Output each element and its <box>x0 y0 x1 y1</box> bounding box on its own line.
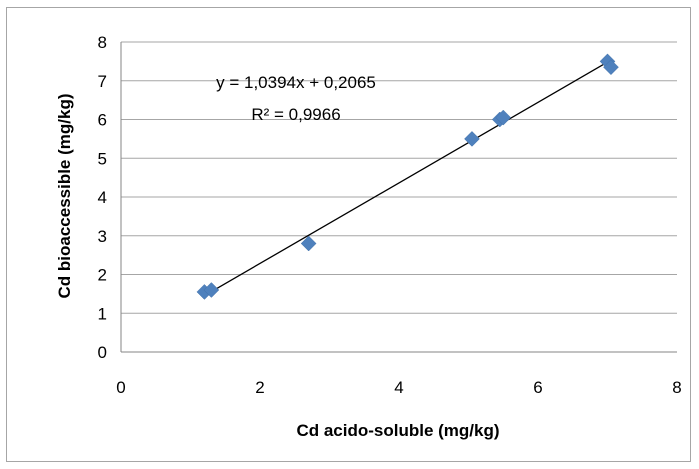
data-point-4 <box>464 131 480 147</box>
trendline-equation: y = 1,0394x + 0,2065 <box>216 73 376 92</box>
y-axis-title: Cd bioaccessible (mg/kg) <box>55 94 74 299</box>
y-tick-label-6: 6 <box>98 111 107 130</box>
chart-frame <box>6 7 691 462</box>
r-squared-label: R² = 0,9966 <box>251 105 340 124</box>
data-point-8 <box>603 59 619 76</box>
y-tick-label-7: 7 <box>98 72 107 91</box>
x-tick-label-8: 8 <box>672 378 681 397</box>
axes <box>120 42 677 353</box>
data-point-2 <box>203 282 220 298</box>
trendline <box>204 59 612 297</box>
y-tick-label-5: 5 <box>98 149 107 168</box>
y-tick-label-4: 4 <box>98 188 107 207</box>
y-tick-label-8: 8 <box>98 33 107 52</box>
x-tick-label-4: 4 <box>394 378 403 397</box>
y-tick-label-3: 3 <box>98 227 107 246</box>
data-point-6 <box>495 109 512 126</box>
y-tick-label-0: 0 <box>98 343 107 362</box>
data-point-3 <box>300 235 317 252</box>
tick-labels: 0 1 2 3 4 5 6 7 8 0 2 4 6 8 <box>98 33 682 397</box>
trendline-layer <box>204 59 612 297</box>
y-tick-label-1: 1 <box>98 304 107 323</box>
y-tick-label-2: 2 <box>98 266 107 285</box>
gridlines <box>121 41 677 314</box>
data-points <box>196 53 619 300</box>
x-tick-label-0: 0 <box>116 378 125 397</box>
x-tick-label-2: 2 <box>255 378 264 397</box>
x-tick-label-6: 6 <box>533 378 542 397</box>
x-axis-title: Cd acido-soluble (mg/kg) <box>296 421 499 440</box>
